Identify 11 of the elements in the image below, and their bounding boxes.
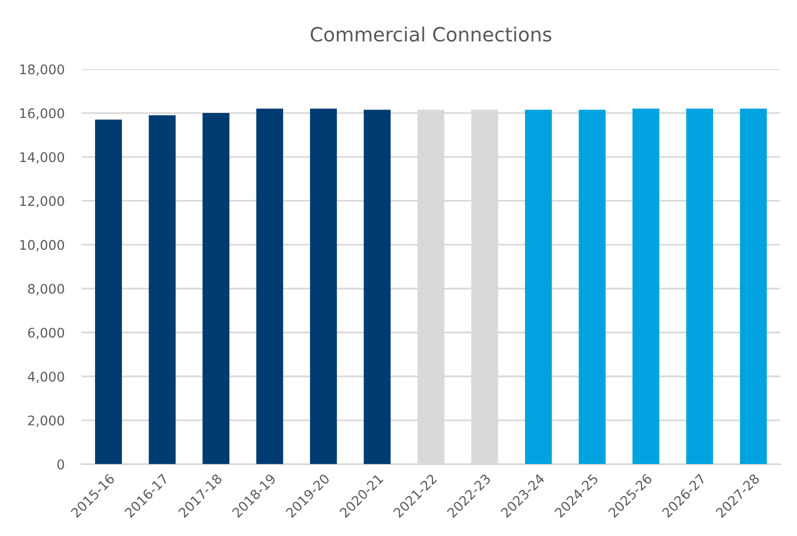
y-tick-label: 0	[57, 459, 64, 470]
y-tick-label: 14,000	[20, 152, 64, 164]
y-tick-label: 2,000	[28, 416, 64, 427]
y-tick-label: 12,000	[20, 196, 64, 208]
y-tick-label: 18,000	[20, 64, 64, 76]
y-tick-label: 10,000	[20, 240, 64, 252]
y-tick-label: 8,000	[28, 284, 64, 296]
y-tick-label: 4,000	[28, 372, 64, 383]
chart-title: Commercial Connections	[310, 26, 552, 42]
y-tick-label: 16,000	[20, 108, 64, 120]
y-tick-label: 6,000	[28, 328, 64, 340]
